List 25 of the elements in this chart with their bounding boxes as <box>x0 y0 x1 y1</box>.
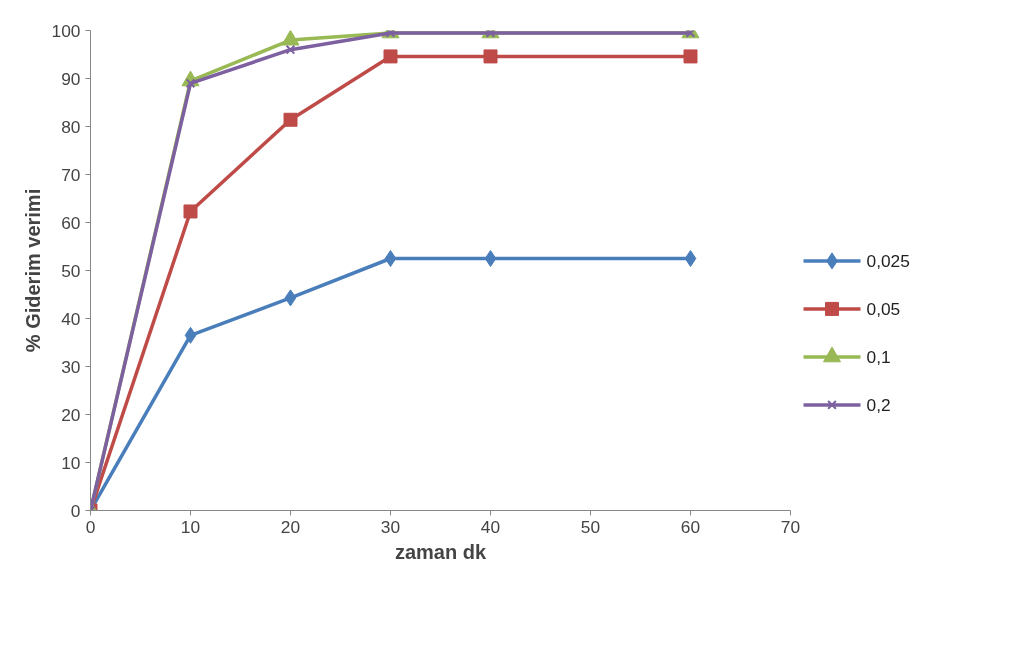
y-tick-label: 80 <box>61 116 81 137</box>
y-tick-label: 10 <box>61 452 81 473</box>
x-tick-label: 20 <box>280 516 301 537</box>
y-axis-title: % Giderim verimi <box>21 188 44 353</box>
x-tick-label: 40 <box>480 516 501 537</box>
x-tick-label: 70 <box>780 516 801 537</box>
legend-label: 0,05 <box>866 298 901 319</box>
y-tick-label: 50 <box>61 260 81 281</box>
y-tick-label: 60 <box>61 212 81 233</box>
legend-label: 0,2 <box>866 394 891 415</box>
x-tick-label: 30 <box>380 516 401 537</box>
legend-label: 0,025 <box>866 250 910 271</box>
x-tick-label: 0 <box>85 516 96 537</box>
y-tick-label: 40 <box>61 308 81 329</box>
y-tick-label: 30 <box>61 356 81 377</box>
y-tick-label: 20 <box>61 404 81 425</box>
legend-label: 0,1 <box>866 346 891 367</box>
y-tick-label: 90 <box>61 68 81 89</box>
y-tick-label: 70 <box>61 164 81 185</box>
x-tick-label: 10 <box>180 516 201 537</box>
x-axis-title: zaman dk <box>394 540 487 563</box>
y-tick-label: 100 <box>51 20 81 41</box>
x-tick-label: 60 <box>680 516 701 537</box>
y-tick-label: 0 <box>70 500 81 521</box>
x-tick-label: 50 <box>580 516 601 537</box>
